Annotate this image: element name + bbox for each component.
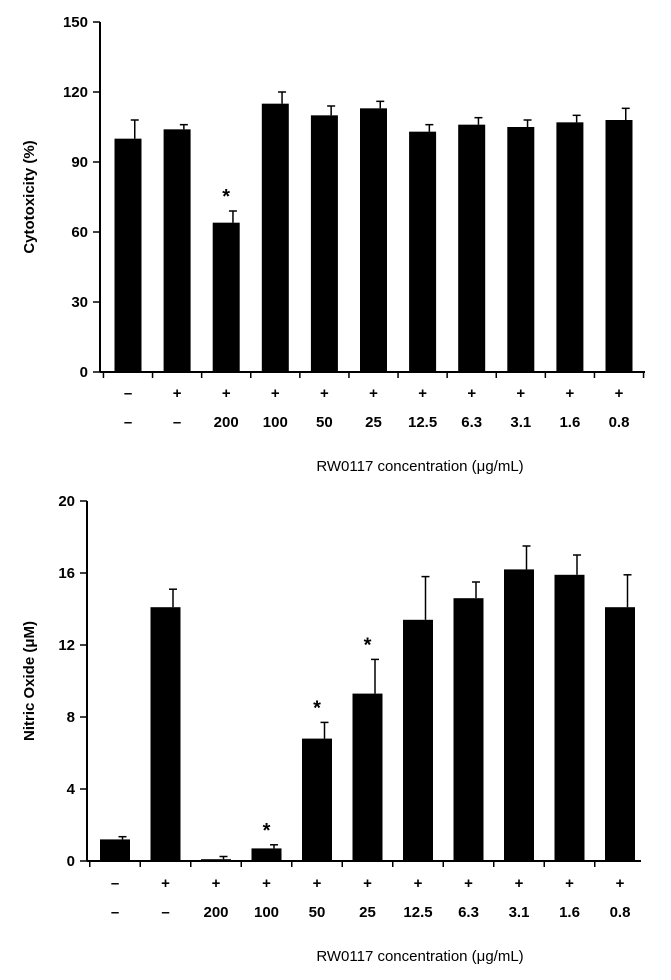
bar [100,839,130,861]
y-tick-label: 120 [63,84,88,101]
bar [605,120,633,372]
y-tick-label: 90 [71,154,88,171]
lps-treatment-label: + [565,875,574,892]
x-category-label: 1.6 [559,414,580,431]
y-tick-label: 0 [67,853,75,870]
bar [403,619,433,861]
lps-treatment-label: + [271,385,280,402]
lps-treatment-label: + [313,875,322,892]
x-category-label: 12.5 [403,904,432,921]
lps-treatment-label: – [124,385,132,402]
bar [605,607,635,861]
bar [150,607,181,861]
significance-marker: * [222,186,230,208]
x-category-label: 25 [365,414,382,431]
bar [352,693,383,861]
y-axis-label: Nitric Oxide (μM) [21,621,38,741]
y-tick-label: 12 [58,637,75,654]
bar [310,115,338,372]
x-category-label: 200 [214,414,239,431]
lps-treatment-label: + [262,875,271,892]
x-category-label: – [111,904,119,921]
bar [212,222,240,372]
x-category-label: 12.5 [408,414,437,431]
lps-treatment-label: + [467,385,476,402]
lps-treatment-label: + [320,385,329,402]
y-tick-label: 16 [58,565,75,582]
x-category-label: 1.6 [559,904,580,921]
lps-treatment-label: + [414,875,423,892]
bar [556,122,584,372]
significance-marker: * [313,697,321,719]
x-category-label: 200 [203,904,228,921]
lps-treatment-label: + [566,385,575,402]
lps-treatment-label: + [616,875,625,892]
bar [507,127,535,372]
cytotoxicity-chart: Cytotoxicity (%) RW0117 concentration (μ… [21,14,645,475]
y-tick-label: 4 [67,781,76,798]
y-tick-label: 8 [67,709,75,726]
y-tick-label: 30 [71,294,88,311]
x-category-label: 3.1 [509,904,530,921]
bar [554,574,585,861]
x-category-label: 25 [359,904,376,921]
bar [453,598,484,861]
y-tick-label: 20 [58,493,75,510]
significance-marker: * [263,820,271,842]
x-category-label: – [173,414,181,431]
x-category-label: 0.8 [609,414,630,431]
y-tick-label: 60 [71,224,88,241]
x-category-label: 50 [316,414,333,431]
x-category-label: 0.8 [610,904,631,921]
y-tick-label: 0 [80,364,88,381]
bar [201,859,231,861]
x-category-label: 6.3 [461,414,482,431]
lps-treatment-label: + [418,385,427,402]
bar [458,124,486,373]
x-category-label: 100 [254,904,279,921]
x-category-label: 100 [263,414,288,431]
lps-treatment-label: + [516,385,525,402]
lps-treatment-label: + [363,875,372,892]
bar [114,138,142,372]
lps-treatment-label: + [212,875,221,892]
x-category-label: 6.3 [458,904,479,921]
bar [261,103,289,373]
bar [251,848,282,861]
x-axis-label: RW0117 concentration (μg/mL) [316,458,523,475]
lps-treatment-label: + [222,385,231,402]
y-axis-label: Cytotoxicity (%) [21,140,38,253]
x-category-label: – [124,414,132,431]
bar [360,108,387,372]
x-axis-label: RW0117 concentration (μg/mL) [316,948,523,965]
y-tick-label: 150 [63,14,88,31]
lps-treatment-label: + [464,875,473,892]
x-category-label: 50 [309,904,326,921]
bar [302,738,332,861]
significance-marker: * [364,634,372,656]
x-category-label: 3.1 [510,414,531,431]
lps-treatment-label: + [515,875,524,892]
lps-treatment-label: – [111,875,119,892]
bar [409,131,437,372]
lps-treatment-label: + [369,385,378,402]
bar [504,569,534,861]
lps-treatment-label: + [615,385,624,402]
nitric-oxide-chart: Nitric Oxide (μM) RW0117 concentration (… [21,493,641,965]
lps-treatment-label: + [173,385,182,402]
lps-treatment-label: + [161,875,170,892]
bar [163,129,191,372]
x-category-label: – [161,904,169,921]
